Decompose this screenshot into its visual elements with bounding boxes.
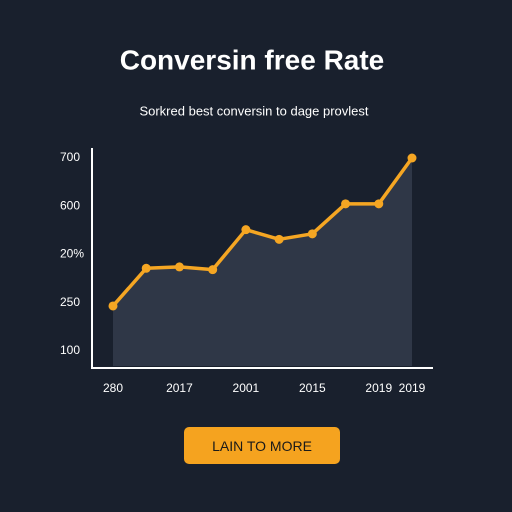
y-tick-label: 20%	[60, 247, 84, 261]
x-tick-label: 2019	[399, 381, 426, 395]
x-tick-label: 2001	[233, 381, 260, 395]
point	[407, 153, 417, 163]
area	[113, 158, 412, 366]
chart-title: Conversin free Rate	[120, 44, 385, 75]
point	[341, 199, 351, 209]
point	[174, 262, 184, 272]
point	[274, 234, 284, 244]
point	[307, 229, 317, 239]
point	[208, 265, 218, 275]
x-tick-label: 2015	[299, 381, 326, 395]
point	[141, 263, 151, 273]
chart: Conversin free Rate Sorkred best convers…	[60, 44, 433, 395]
point	[241, 225, 251, 235]
point	[108, 301, 118, 311]
point	[374, 199, 384, 209]
x-tick-label: 2019	[365, 381, 392, 395]
x-tick-label: 280	[103, 381, 123, 395]
x-tick-label: 2017	[166, 381, 193, 395]
y-tick-label: 100	[60, 343, 80, 357]
y-tick-label: 250	[60, 295, 80, 309]
line	[111, 156, 414, 308]
y-tick-label: 600	[60, 198, 80, 212]
y-tick-label: 700	[60, 150, 80, 164]
cta-button[interactable]: LAIN TO MORE	[184, 427, 340, 464]
chart-subtitle: Sorkred best conversin to dage provlest	[139, 103, 368, 118]
